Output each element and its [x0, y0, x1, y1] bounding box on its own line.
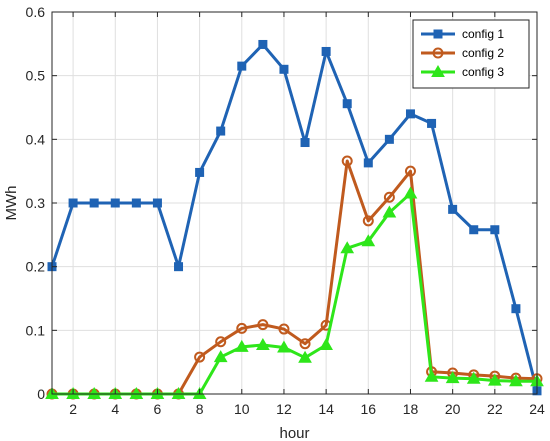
- x-tick-label: 4: [111, 401, 119, 417]
- data-point: [131, 198, 141, 208]
- data-point: [469, 225, 479, 235]
- data-point: [424, 369, 439, 382]
- data-point: [321, 46, 331, 56]
- data-point: [279, 64, 289, 74]
- legend-entry-label: config 2: [462, 46, 504, 60]
- data-point: [382, 205, 397, 218]
- x-tick-label: 22: [487, 401, 503, 417]
- x-tick-label: 6: [154, 401, 162, 417]
- data-point: [384, 134, 394, 144]
- data-point: [361, 234, 376, 247]
- data-point: [445, 371, 460, 384]
- x-tick-label: 24: [529, 401, 545, 417]
- data-point: [236, 322, 248, 334]
- legend-entry-label: config 3: [462, 65, 504, 79]
- x-tick-label: 18: [403, 401, 419, 417]
- data-point: [257, 319, 269, 331]
- x-tick-label: 10: [234, 401, 250, 417]
- legend-marker: [433, 29, 443, 39]
- data-point: [258, 39, 268, 49]
- data-point: [171, 386, 186, 399]
- legend: config 1 config 2 config 3: [412, 19, 530, 89]
- data-point: [383, 191, 395, 203]
- data-point: [216, 126, 226, 136]
- data-point: [213, 350, 228, 363]
- data-point: [448, 204, 458, 214]
- data-point: [256, 337, 270, 350]
- data-point: [490, 225, 500, 235]
- data-point: [89, 198, 99, 208]
- data-point: [342, 99, 352, 109]
- y-tick-label: 0.5: [26, 68, 46, 84]
- y-tick-label: 0.2: [26, 259, 46, 275]
- data-point: [466, 371, 481, 384]
- data-point: [298, 350, 312, 363]
- data-point: [319, 337, 333, 350]
- y-axis-label: MWh: [3, 186, 20, 221]
- data-point: [234, 339, 249, 352]
- legend-marker: [431, 64, 445, 77]
- x-tick-label: 2: [69, 401, 77, 417]
- legend-marker: [432, 47, 444, 59]
- data-point: [403, 186, 418, 199]
- x-tick-label: 14: [318, 401, 334, 417]
- data-point: [363, 158, 373, 168]
- data-point: [340, 241, 355, 254]
- data-point: [152, 198, 162, 208]
- data-point: [509, 374, 523, 387]
- legend-entry-label: config 1: [462, 27, 504, 41]
- data-point: [110, 198, 120, 208]
- x-tick-label: 12: [276, 401, 292, 417]
- data-point: [404, 165, 416, 177]
- y-tick-label: 0.4: [26, 131, 46, 147]
- y-tick-label: 0: [37, 386, 45, 402]
- data-point: [237, 61, 247, 71]
- y-tick-label: 0.1: [26, 322, 46, 338]
- x-tick-label: 16: [361, 401, 377, 417]
- data-point: [341, 155, 353, 167]
- data-point: [215, 336, 227, 348]
- data-point: [405, 109, 415, 119]
- data-point: [362, 215, 374, 227]
- y-tick-label: 0.3: [26, 195, 46, 211]
- x-axis-label: hour: [279, 425, 309, 441]
- y-tick-label: 0.6: [26, 4, 46, 20]
- data-point: [174, 262, 184, 272]
- data-point: [300, 138, 310, 148]
- data-point: [68, 198, 78, 208]
- data-point: [277, 340, 291, 353]
- data-point: [511, 304, 521, 314]
- data-point: [195, 167, 205, 177]
- data-point: [487, 373, 502, 386]
- x-tick-label: 20: [445, 401, 461, 417]
- x-tick-label: 8: [196, 401, 204, 417]
- data-point: [194, 351, 206, 363]
- data-point: [129, 386, 144, 399]
- data-point: [278, 323, 290, 335]
- data-point: [299, 338, 311, 350]
- data-point: [87, 386, 102, 399]
- data-point: [427, 118, 437, 128]
